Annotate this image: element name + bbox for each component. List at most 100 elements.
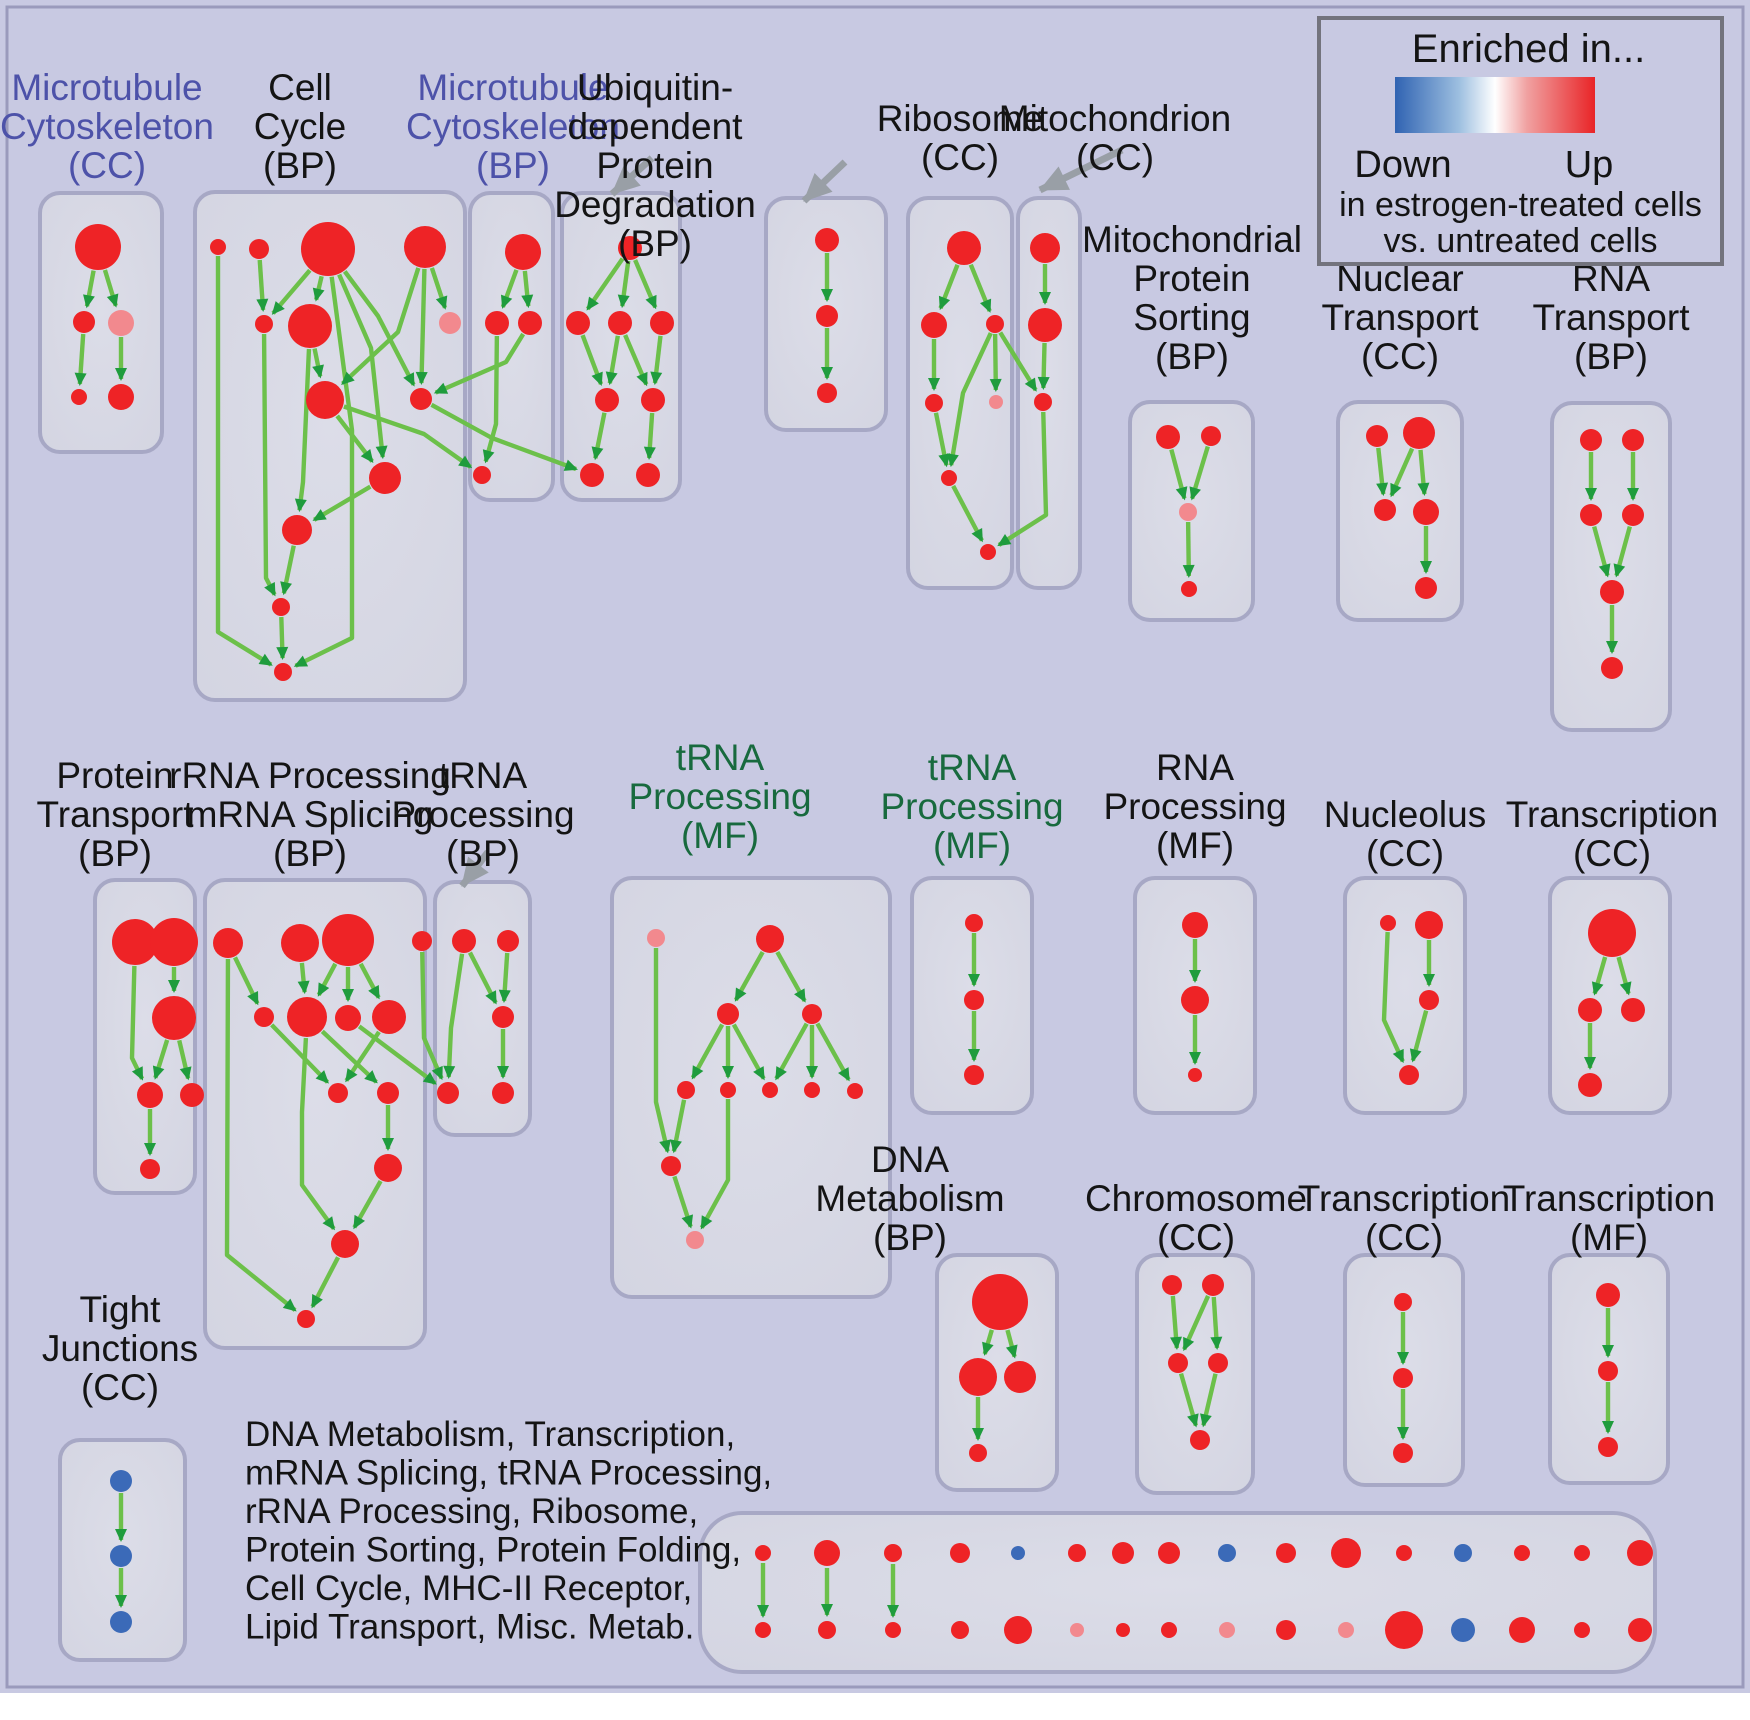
hierarchy-edge: [271, 268, 312, 315]
go-term-node: [618, 236, 642, 260]
cluster-label-line: Degradation: [554, 184, 756, 225]
cluster-label-rna-transport-bp: RNA Transport (BP): [1533, 258, 1691, 377]
hierarchy-edge: [293, 276, 355, 668]
go-term-node: [964, 990, 984, 1010]
bottom-white-strip: [0, 1693, 1750, 1715]
cluster-label-transcription-mf: Transcription (MF): [1503, 1178, 1715, 1258]
hierarchy-edge: [1409, 1010, 1429, 1063]
summary-top-node: [1218, 1544, 1236, 1562]
go-term-node: [1419, 990, 1439, 1010]
go-term-node: [1156, 425, 1180, 449]
go-term-node: [108, 384, 134, 410]
go-term-node: [969, 1444, 987, 1462]
hierarchy-edge: [358, 962, 381, 1000]
go-term-node: [1600, 580, 1624, 604]
go-term-node: [815, 228, 839, 252]
cluster-label-line: (CC): [1361, 336, 1439, 377]
cluster-label-line: (BP): [78, 833, 152, 874]
cluster-label-line: (CC): [1573, 833, 1651, 874]
cluster-label-line: Mitochondrial: [1082, 219, 1302, 260]
hierarchy-edge: [233, 956, 260, 1006]
go-term-node: [608, 311, 632, 335]
hierarchy-edge: [343, 404, 473, 469]
go-term-node: [1580, 429, 1602, 451]
hierarchy-edge: [1182, 1295, 1211, 1352]
hierarchy-edge: [989, 333, 1002, 393]
go-term-node: [1598, 1361, 1618, 1381]
go-term-node: [306, 381, 344, 419]
go-term-node: [140, 1159, 160, 1179]
summary-top-node: [950, 1543, 970, 1563]
summary-top-node: [1331, 1538, 1361, 1568]
go-term-node: [71, 389, 87, 405]
cluster-label-line: tRNA: [439, 755, 528, 796]
hierarchy-edge: [1178, 1372, 1199, 1428]
cluster-label-mt-cytoskeleton-cc: Microtubule Cytoskeleton (CC): [0, 67, 214, 186]
go-term-node: [110, 1611, 132, 1633]
legend-title: Enriched in...: [1412, 27, 1645, 71]
cluster-label-transcription-cc-2: Transcription (CC): [1298, 1178, 1510, 1258]
cluster-label-tight-junctions-cc: Tight Junctions (CC): [42, 1289, 198, 1408]
hierarchy-edge: [1616, 956, 1632, 996]
cluster-box-nuclear-transport-cc: [1336, 400, 1464, 622]
cluster-label-line: Cell: [268, 67, 332, 108]
go-term-node: [210, 239, 226, 255]
go-term-node: [213, 928, 243, 958]
go-term-node: [518, 311, 542, 335]
summary-top-node: [1011, 1546, 1025, 1560]
cluster-label-nucleolus-cc: Nucleolus (CC): [1324, 794, 1486, 874]
go-term-node: [439, 312, 461, 334]
cluster-label-line: Protein: [596, 145, 713, 186]
legend-subtitle-1: in estrogen-treated cells: [1339, 186, 1702, 224]
summary-bottom-node: [1161, 1622, 1177, 1638]
go-term-node: [410, 388, 432, 410]
cluster-label-line: Junctions: [42, 1328, 198, 1369]
hierarchy-edge: [357, 1024, 437, 1086]
category-list-line: mRNA Splicing, tRNA Processing,: [245, 1454, 772, 1493]
go-term-node: [112, 919, 158, 965]
hierarchy-edge: [591, 412, 607, 461]
cluster-label-line: (BP): [263, 145, 337, 186]
summary-top-node: [814, 1540, 840, 1566]
summary-top-node: [1068, 1544, 1086, 1562]
go-term-node: [965, 914, 983, 932]
cluster-label-line: Microtubule: [11, 67, 202, 108]
go-term-node: [1028, 308, 1062, 342]
hierarchy-edge: [617, 260, 631, 309]
hierarchy-edge: [946, 332, 993, 468]
hierarchy-edge: [643, 412, 656, 461]
cluster-box-dna-metabolism-bp: [935, 1253, 1059, 1492]
go-term-node: [492, 1006, 514, 1028]
go-term-node: [75, 224, 121, 270]
go-term-node: [986, 315, 1004, 333]
go-term-node: [720, 1082, 736, 1098]
cluster-label-line: (BP): [476, 145, 550, 186]
cluster-label-line: Processing: [1103, 786, 1286, 827]
go-term-node: [1403, 417, 1435, 449]
cluster-label-line: Transport: [37, 794, 195, 835]
cluster-label-trna-processing-mf-1: tRNA Processing (MF): [628, 737, 811, 856]
category-list-line: DNA Metabolism, Transcription,: [245, 1415, 735, 1454]
summary-top-node: [1627, 1540, 1653, 1566]
summary-bottom-node: [951, 1621, 969, 1639]
cluster-label-transcription-cc-1: Transcription (CC): [1506, 794, 1718, 874]
go-term-node: [921, 312, 947, 338]
cluster-label-mt-cytoskeleton-bp: Microtubule Cytoskeleton (BP): [406, 67, 620, 186]
hierarchy-edge: [276, 616, 289, 661]
hierarchy-edge: [699, 1099, 731, 1230]
hierarchy-edge: [1182, 521, 1195, 579]
go-term-node: [452, 929, 476, 953]
go-term-node: [372, 1000, 406, 1034]
hierarchy-edge: [605, 335, 621, 386]
hierarchy-edge: [633, 259, 658, 310]
cluster-label-line: Processing: [391, 794, 574, 835]
go-term-node: [762, 1082, 778, 1098]
cluster-label-line: Cytoskeleton: [406, 106, 620, 147]
label-pointer-arrow: [1038, 146, 1124, 194]
category-list-line: Lipid Transport, Misc. Metab.: [245, 1608, 694, 1647]
category-list-text: DNA Metabolism, Transcription, mRNA Splic…: [245, 1415, 772, 1647]
cluster-label-line: Nucleolus: [1324, 794, 1486, 835]
cluster-label-line: (BP): [446, 833, 520, 874]
go-term-node: [580, 463, 604, 487]
